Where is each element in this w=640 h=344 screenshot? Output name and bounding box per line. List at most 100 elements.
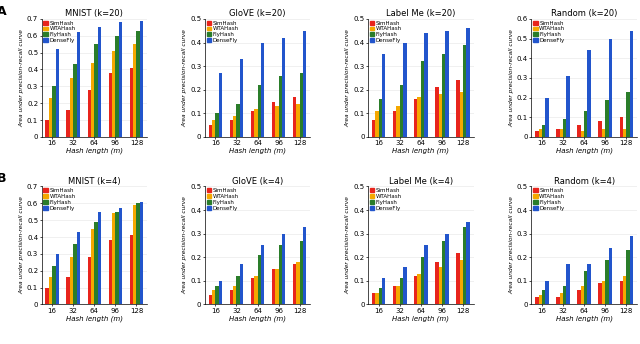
Bar [118,208,122,304]
Title: GloVE (k=4): GloVE (k=4) [232,177,283,186]
Bar [445,234,449,304]
Bar [133,44,136,137]
Bar [535,131,539,137]
Bar [56,49,59,137]
X-axis label: Hash length (m): Hash length (m) [556,148,612,154]
Bar [467,222,470,304]
Bar [539,295,542,304]
Bar [98,212,101,304]
Bar [393,286,396,304]
Legend: SimHash, WTAHash, FlyHash, DenseFly: SimHash, WTAHash, FlyHash, DenseFly [369,187,403,211]
Bar [282,38,285,137]
Bar [375,111,379,137]
Y-axis label: Area under precision-recall curve: Area under precision-recall curve [509,29,514,127]
Bar [233,286,237,304]
Bar [275,106,278,137]
Bar [278,76,282,137]
Bar [230,290,233,304]
Bar [372,293,375,304]
Bar [539,129,542,137]
Bar [303,31,307,137]
Text: B: B [0,172,7,185]
Legend: SimHash, WTAHash, FlyHash, DenseFly: SimHash, WTAHash, FlyHash, DenseFly [206,187,239,211]
Bar [456,252,460,304]
Bar [627,250,630,304]
Bar [560,129,563,137]
Bar [261,246,264,304]
Bar [602,129,605,137]
Bar [403,43,406,137]
Bar [219,73,222,137]
Bar [393,111,396,137]
Bar [580,131,584,137]
Bar [566,264,570,304]
Y-axis label: Area under precision-recall curve: Area under precision-recall curve [346,29,351,127]
Y-axis label: Area under precision-recall curve: Area under precision-recall curve [182,196,188,294]
Bar [609,39,612,137]
Bar [257,85,261,137]
Bar [382,54,385,137]
Bar [73,64,77,137]
Bar [438,267,442,304]
Bar [133,205,136,304]
Bar [372,120,375,137]
X-axis label: Hash length (m): Hash length (m) [392,148,449,154]
Bar [460,260,463,304]
Bar [115,212,118,304]
Legend: SimHash, WTAHash, FlyHash, DenseFly: SimHash, WTAHash, FlyHash, DenseFly [43,187,76,211]
Bar [293,264,296,304]
Bar [109,240,112,304]
Y-axis label: Area under precision-recall curve: Area under precision-recall curve [346,196,351,294]
Bar [379,99,382,137]
Bar [209,125,212,137]
Bar [414,276,417,304]
Bar [400,279,403,304]
Legend: SimHash, WTAHash, FlyHash, DenseFly: SimHash, WTAHash, FlyHash, DenseFly [532,187,566,211]
Bar [435,262,438,304]
Bar [300,241,303,304]
Bar [136,31,140,137]
Bar [212,290,216,304]
Bar [417,274,421,304]
X-axis label: Hash length (m): Hash length (m) [66,148,123,154]
Bar [382,279,385,304]
Title: Label Me (k=4): Label Me (k=4) [388,177,453,186]
Bar [438,95,442,137]
Bar [630,31,633,137]
Bar [545,98,548,137]
X-axis label: Hash length (m): Hash length (m) [229,148,286,154]
Bar [379,288,382,304]
Y-axis label: Area under precision-recall curve: Area under precision-recall curve [19,196,24,294]
Bar [542,290,545,304]
Bar [52,266,56,304]
Bar [602,281,605,304]
Bar [577,290,580,304]
Title: Random (k=20): Random (k=20) [551,9,618,18]
Bar [588,264,591,304]
Bar [630,236,633,304]
Bar [216,286,219,304]
Bar [545,281,548,304]
Bar [77,232,80,304]
Bar [216,113,219,137]
Legend: SimHash, WTAHash, FlyHash, DenseFly: SimHash, WTAHash, FlyHash, DenseFly [532,20,566,44]
Title: MNIST (k=20): MNIST (k=20) [65,9,124,18]
Bar [605,99,609,137]
Bar [627,92,630,137]
Bar [70,78,73,137]
Bar [73,244,77,304]
Bar [435,87,438,137]
Bar [140,21,143,137]
Bar [98,27,101,137]
Bar [212,120,216,137]
Y-axis label: Area under precision-recall curve: Area under precision-recall curve [19,29,24,127]
Bar [566,76,570,137]
Bar [219,281,222,304]
Bar [421,61,424,137]
Bar [580,286,584,304]
Bar [375,293,379,304]
Bar [584,271,588,304]
Title: GloVE (k=20): GloVE (k=20) [229,9,286,18]
Bar [254,276,257,304]
Bar [300,73,303,137]
